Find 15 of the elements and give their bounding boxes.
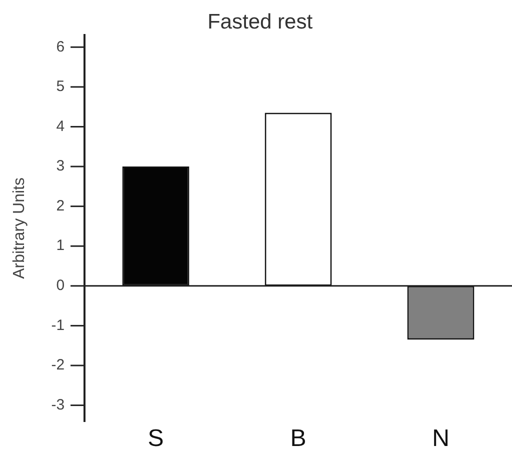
y-axis-title: Arbitrary Units (11, 178, 28, 279)
y-tick-label: 6 (56, 38, 65, 56)
y-tick-label: 1 (56, 237, 65, 254)
chart-title: Fasted rest (207, 10, 313, 34)
y-tick-label: -1 (51, 316, 65, 334)
y-tick-label: 4 (56, 118, 65, 135)
y-tick-label: 5 (56, 78, 65, 96)
x-tick-label: N (432, 425, 450, 452)
x-tick-label: B (290, 425, 306, 452)
y-tick-label: 3 (56, 158, 65, 175)
y-tick-label: 2 (56, 197, 65, 214)
y-tick-label: -2 (51, 356, 65, 374)
y-tick-label: -3 (51, 396, 65, 414)
x-tick-label: S (148, 425, 164, 452)
y-tick-label: 0 (56, 277, 65, 294)
